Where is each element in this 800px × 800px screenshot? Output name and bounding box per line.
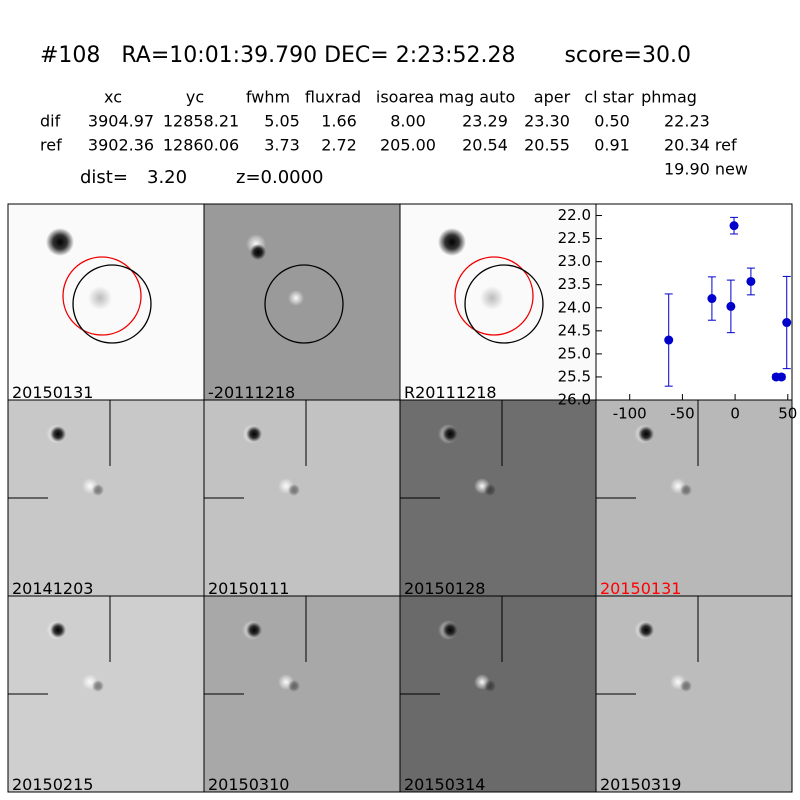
title: #108 RA=10:01:39.790 DEC= 2:23:52.28 sco… <box>40 43 691 68</box>
column-header: xc <box>104 88 122 107</box>
residual <box>638 622 654 638</box>
residual <box>246 426 262 442</box>
panel-label: 20150131 <box>12 383 93 402</box>
x-tick-label: -50 <box>670 405 695 423</box>
cell: 23.30 <box>524 112 570 131</box>
column-header: phmag <box>641 88 697 107</box>
panel-label: R20111218 <box>404 383 497 402</box>
cell: 0.91 <box>594 136 630 155</box>
cell: 205.00 <box>380 136 436 155</box>
note: 19.90 new <box>664 160 748 179</box>
residual <box>638 426 654 442</box>
point <box>726 301 736 311</box>
panel-label: 20141203 <box>12 579 93 598</box>
cell: 3.73 <box>264 136 300 155</box>
aperture <box>454 256 534 336</box>
point <box>664 335 674 345</box>
z-value: z=0.0000 <box>236 167 324 188</box>
source <box>92 680 104 692</box>
cell: 3904.97 <box>88 112 154 131</box>
residual <box>250 244 266 260</box>
cell: 23.29 <box>462 112 508 131</box>
cell: 3902.36 <box>88 136 154 155</box>
column-header: yc <box>186 88 204 107</box>
panel-label: 20150131 <box>600 579 681 598</box>
dist-label: dist= <box>80 167 128 188</box>
point <box>729 221 739 231</box>
residual <box>442 426 458 442</box>
point <box>707 294 717 304</box>
column-header: fwhm <box>246 88 290 107</box>
x-tick-label: -100 <box>613 405 647 423</box>
panel-label: 20150111 <box>208 579 289 598</box>
source <box>680 680 692 692</box>
cell: 22.23 <box>664 112 710 131</box>
panel-label: 20150314 <box>404 775 485 794</box>
y-tick-label: 24.5 <box>558 321 591 339</box>
residual <box>442 622 458 638</box>
column-header: fluxrad <box>305 88 361 107</box>
column-header: cl star <box>584 88 634 107</box>
y-tick-label: 22.5 <box>558 229 591 247</box>
source <box>92 484 104 496</box>
cell: 12860.06 <box>163 136 239 155</box>
point <box>782 318 792 328</box>
source <box>288 484 300 496</box>
point <box>746 276 756 286</box>
y-tick-label: 26.0 <box>558 391 591 409</box>
x-tick-label: 0 <box>730 405 740 423</box>
source <box>680 484 692 496</box>
aperture <box>72 264 152 344</box>
column-header: aper <box>534 88 571 107</box>
column-header: isoarea <box>376 88 434 107</box>
aperture <box>264 264 344 344</box>
y-tick-label: 25.5 <box>558 367 591 385</box>
cell: 12858.21 <box>163 112 239 131</box>
row-label: dif <box>40 112 61 131</box>
residual <box>50 622 66 638</box>
cell: 0.50 <box>594 112 630 131</box>
aperture <box>464 264 544 344</box>
x-tick-label: 50 <box>778 405 797 423</box>
y-tick-label: 24.0 <box>558 298 591 316</box>
row-label: ref <box>40 136 62 155</box>
cell: 2.72 <box>321 136 357 155</box>
source <box>88 286 112 310</box>
point <box>776 372 786 382</box>
cell: 1.66 <box>321 112 357 131</box>
cell: 20.34 ref <box>664 136 737 155</box>
panel-label: -20111218 <box>208 383 295 402</box>
residual <box>246 622 262 638</box>
panel-label: 20150128 <box>404 579 485 598</box>
source <box>288 680 300 692</box>
panel-label: 20150215 <box>12 775 93 794</box>
cell: 5.05 <box>264 112 300 131</box>
star <box>46 228 74 256</box>
star <box>438 228 466 256</box>
source <box>288 290 304 306</box>
source <box>484 680 496 692</box>
source <box>484 484 496 496</box>
aperture <box>62 256 142 336</box>
panel-label: 20150319 <box>600 775 681 794</box>
cell: 20.55 <box>524 136 570 155</box>
y-tick-label: 25.0 <box>558 344 591 362</box>
dist-value: 3.20 <box>147 167 187 188</box>
y-tick-label: 23.0 <box>558 252 591 270</box>
plot-area <box>595 203 793 401</box>
cell: 20.54 <box>462 136 508 155</box>
residual <box>50 426 66 442</box>
y-tick-label: 22.0 <box>558 206 591 224</box>
column-header: mag auto <box>439 88 516 107</box>
source <box>480 286 504 310</box>
cell: 8.00 <box>390 112 426 131</box>
y-tick-label: 23.5 <box>558 275 591 293</box>
panel-label: 20150310 <box>208 775 289 794</box>
